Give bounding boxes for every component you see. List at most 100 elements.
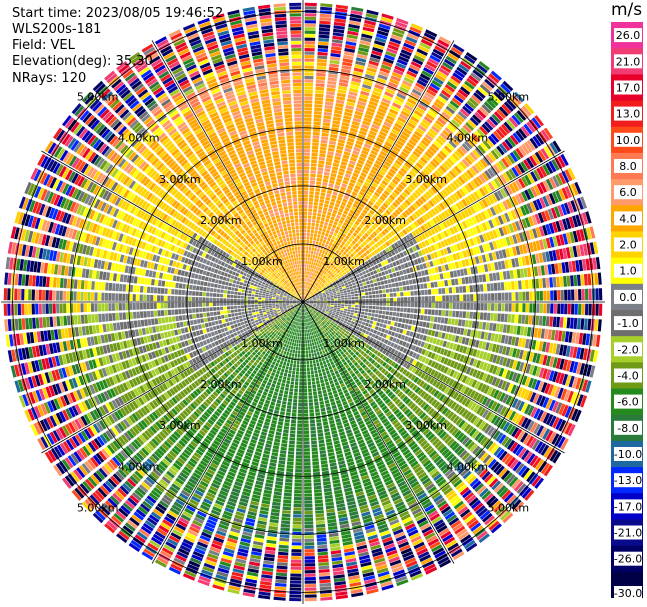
radar-gate [409, 215, 415, 222]
radar-gate [490, 149, 500, 160]
radar-gate [558, 219, 565, 231]
radar-gate [325, 292, 330, 295]
radar-gate [494, 378, 501, 388]
radar-gate [340, 68, 351, 74]
radar-gate [435, 98, 445, 107]
radar-gate [402, 318, 406, 323]
radar-gate [427, 210, 434, 218]
radar-gate [347, 98, 356, 104]
radar-gate [375, 290, 379, 294]
radar-gate [547, 264, 552, 275]
radar-gate [451, 216, 458, 224]
radar-gate [432, 217, 438, 225]
radar-gate [373, 349, 379, 355]
radar-gate [327, 522, 337, 527]
radar-gate [472, 349, 478, 357]
radar-gate [458, 373, 465, 382]
radar-gate [312, 290, 316, 293]
radar-gate [386, 325, 390, 330]
radar-gate [539, 303, 543, 314]
radar-gate [408, 319, 413, 325]
radar-gate [508, 247, 514, 257]
radar-gate [501, 249, 507, 258]
radar-gate [320, 382, 325, 387]
radar-gate [405, 73, 416, 81]
radar-gate [330, 53, 341, 58]
radar-gate [331, 46, 342, 51]
radar-gate [315, 506, 324, 511]
radar-gate [402, 369, 408, 375]
radar-gate [314, 198, 319, 203]
radar-gate [342, 288, 347, 291]
radar-gate [347, 94, 357, 100]
radar-gate [542, 238, 548, 250]
radar-gate [318, 394, 323, 398]
radar-gate [482, 322, 487, 330]
radar-gate [318, 264, 322, 268]
radar-gate [478, 371, 485, 381]
radar-gate [324, 232, 329, 237]
radar-gate [346, 265, 351, 269]
radar-gate [462, 355, 468, 364]
radar-gate [363, 165, 370, 172]
radar-gate [431, 295, 435, 302]
radar-gate [318, 286, 322, 289]
radar-gate [393, 27, 405, 35]
radar-gate [491, 303, 495, 311]
radar-gate [470, 402, 478, 411]
radar-gate [337, 265, 342, 270]
radar-gate [364, 288, 368, 292]
radar-gate [415, 353, 421, 360]
radar-gate [585, 303, 589, 316]
radar-gate [514, 399, 522, 410]
radar-gate [357, 50, 369, 56]
radar-gate [309, 300, 313, 302]
radar-gate [376, 77, 387, 84]
radar-gate [431, 143, 440, 151]
radar-gate [490, 333, 496, 342]
radar-gate [524, 189, 532, 200]
radar-gate [589, 226, 596, 239]
radar-gate [548, 370, 555, 382]
radar-gate [396, 196, 404, 203]
radar-gate [319, 268, 322, 272]
radar-gate [366, 264, 371, 269]
radar-gate [343, 176, 350, 182]
radar-gate [308, 353, 312, 357]
radar-gate [416, 378, 422, 385]
radar-gate [326, 293, 330, 296]
radar-gate [305, 281, 308, 285]
radar-gate [326, 316, 330, 319]
radar-gate [370, 316, 375, 321]
radar-gate [364, 73, 375, 80]
radar-gate [549, 415, 557, 427]
radar-gate [318, 347, 322, 352]
radar-gate [305, 260, 308, 264]
radar-gate [335, 181, 341, 186]
radar-gate [427, 351, 433, 358]
radar-gate [382, 275, 387, 280]
radar-gate [473, 191, 481, 200]
radar-gate [589, 349, 595, 362]
radar-gate [303, 166, 310, 170]
radar-gate [382, 324, 387, 329]
radar-gate [481, 254, 487, 263]
radar-gate [335, 237, 339, 242]
radar-gate [369, 298, 373, 302]
radar-gate [415, 106, 425, 115]
radar-gate [315, 262, 318, 267]
radar-gate [358, 264, 363, 269]
radar-gate [489, 388, 497, 398]
radar-gate [328, 183, 334, 188]
radar-gate [491, 113, 501, 124]
radar-gate [314, 489, 322, 493]
radar-gate [382, 293, 387, 298]
radar-gate [359, 203, 365, 209]
radar-gate [378, 208, 384, 214]
radar-gate [336, 242, 341, 247]
radar-gate [344, 274, 348, 278]
radar-gate [394, 266, 399, 272]
radar-gate [482, 81, 493, 92]
radar-gate [442, 86, 454, 96]
radar-gate [384, 234, 390, 240]
